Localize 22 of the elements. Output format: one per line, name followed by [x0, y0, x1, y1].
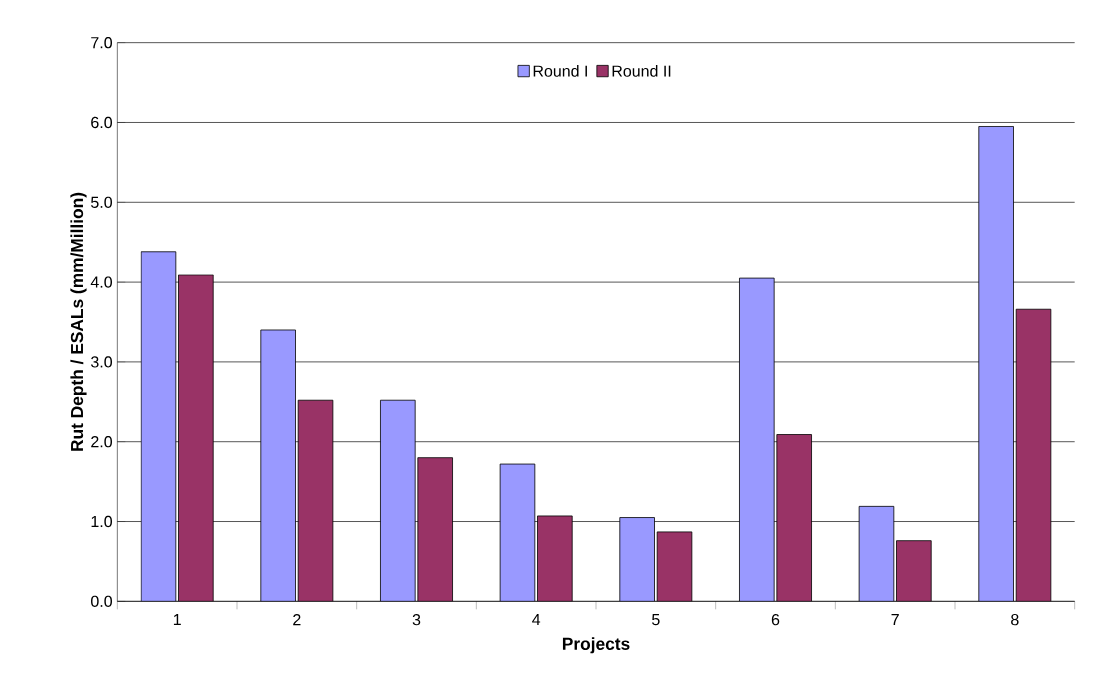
bar — [896, 540, 932, 602]
x-axis-title: Projects — [562, 637, 630, 654]
legend-label: Round II — [612, 65, 671, 77]
x-tick-label: 5 — [652, 614, 660, 626]
y-tick-label: 1.0 — [91, 515, 113, 528]
x-tick-label: 4 — [532, 614, 541, 626]
x-tick-label: 1 — [173, 614, 181, 626]
y-tick-label: 5.0 — [91, 196, 113, 208]
x-tick-label: 6 — [771, 614, 780, 626]
y-tick-label: 4.0 — [90, 276, 113, 288]
y-tick-label: 0.0 — [91, 595, 113, 607]
bar — [656, 531, 693, 602]
y-tick-label: 6.0 — [91, 116, 113, 129]
y-axis-title: Rut Depth / ESALs (mm/Million) — [70, 192, 87, 451]
x-tick-label: 8 — [1011, 614, 1019, 626]
x-tick-label: 7 — [891, 614, 899, 626]
y-tick-label: 3.0 — [90, 356, 113, 368]
x-tick-label: 3 — [412, 614, 421, 626]
legend-label: Round I — [533, 65, 587, 77]
x-tick-label: 2 — [293, 614, 301, 626]
y-tick-label: 7.0 — [91, 37, 113, 49]
y-tick-label: 2.0 — [91, 436, 113, 448]
